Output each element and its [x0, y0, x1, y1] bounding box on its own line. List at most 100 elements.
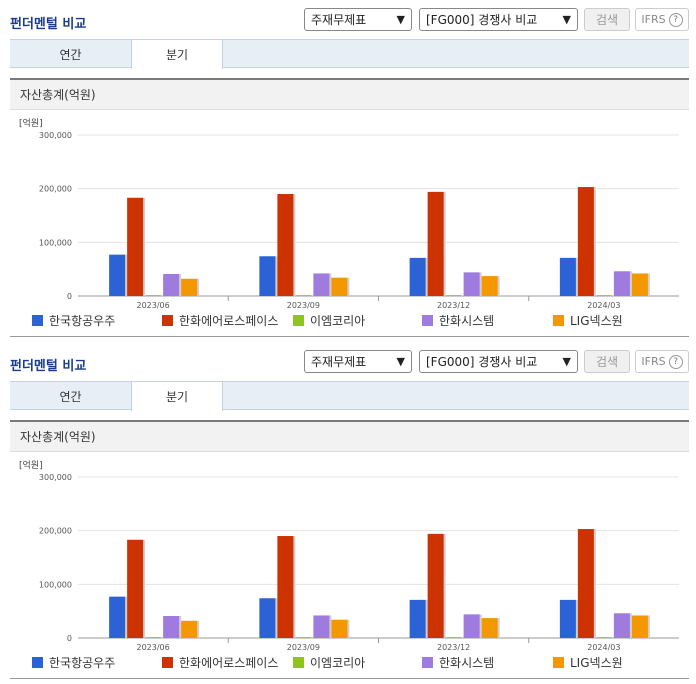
metric-header: 자산총계(억원) [10, 80, 689, 110]
tab-annual[interactable]: 연간 [59, 47, 82, 62]
x-tick-label: 2024/03 [587, 643, 620, 652]
tab-annual[interactable]: 연간 [59, 389, 82, 404]
bar[interactable] [181, 278, 198, 296]
statement-select[interactable]: 주재무제표 ▼ [304, 8, 412, 31]
bar[interactable] [595, 637, 612, 638]
peer-group-select-value: [FG000] 경쟁사 비교 [426, 13, 538, 27]
bar[interactable] [313, 273, 330, 296]
bar[interactable] [259, 598, 276, 638]
bar[interactable] [427, 191, 444, 296]
legend-item[interactable]: 한화시스템 [422, 312, 494, 329]
y-tick-label: 300,000 [39, 131, 72, 140]
y-tick-label: 0 [67, 634, 72, 643]
bar[interactable] [445, 295, 462, 296]
legend-swatch [293, 315, 304, 326]
bar[interactable] [559, 257, 576, 296]
bar[interactable] [613, 271, 630, 296]
peer-group-select[interactable]: [FG000] 경쟁사 비교 ▼ [419, 350, 578, 373]
bar[interactable] [631, 273, 648, 296]
bar[interactable] [163, 615, 180, 638]
bar[interactable] [559, 599, 576, 638]
bar-chart: [억원] 0 100,000 200,000 300,000 2023/06 2023/09… [19, 117, 679, 310]
legend-swatch [553, 315, 564, 326]
period-tabs: 연간 분기 [10, 39, 689, 69]
y-tick-label: 100,000 [39, 238, 72, 247]
bar[interactable] [145, 295, 162, 296]
divider [10, 678, 689, 679]
chart-legend: 한국항공우주 한화에어로스페이스 이엠코리아 한화시스템 LIG넥스원 [10, 312, 690, 330]
legend-item[interactable]: 한화시스템 [422, 654, 494, 671]
metric-header: 자산총계(억원) [10, 422, 689, 452]
bar[interactable] [331, 619, 348, 638]
bar[interactable] [259, 256, 276, 296]
search-button[interactable]: 검색 [584, 350, 630, 373]
legend-item[interactable]: 한화에어로스페이스 [162, 312, 278, 329]
bar[interactable] [427, 533, 444, 638]
bar[interactable] [409, 599, 426, 638]
bar[interactable] [181, 620, 198, 638]
bar[interactable] [463, 272, 480, 296]
bar[interactable] [481, 276, 498, 296]
divider [10, 78, 689, 80]
bar[interactable] [277, 536, 294, 638]
bar[interactable] [577, 529, 594, 638]
bar[interactable] [163, 273, 180, 296]
bar[interactable] [127, 197, 144, 296]
legend-label: 한국항공우주 [49, 656, 116, 670]
ifrs-help-button[interactable]: IFRS ? [635, 350, 689, 373]
legend-label: 한화시스템 [439, 314, 495, 328]
statement-select[interactable]: 주재무제표 ▼ [304, 350, 412, 373]
x-tick-label: 2024/03 [587, 301, 620, 310]
legend-label: 이엠코리아 [310, 314, 366, 328]
legend-label: 한국항공우주 [49, 314, 116, 328]
legend-item[interactable]: 한국항공우주 [32, 312, 115, 329]
chevron-down-icon: ▼ [396, 355, 405, 368]
ifrs-help-button[interactable]: IFRS ? [635, 8, 689, 31]
bar[interactable] [577, 187, 594, 296]
y-tick-label: 0 [67, 292, 72, 301]
chevron-down-icon: ▼ [396, 13, 405, 26]
ifrs-label: IFRS [641, 355, 666, 368]
bar[interactable] [331, 277, 348, 296]
tab-quarterly[interactable]: 분기 [131, 40, 223, 69]
legend-swatch [32, 315, 43, 326]
peer-group-select-value: [FG000] 경쟁사 비교 [426, 355, 538, 369]
bar[interactable] [463, 614, 480, 638]
y-tick-label: 200,000 [39, 527, 72, 536]
bar[interactable] [295, 295, 312, 296]
legend-swatch [422, 657, 433, 668]
bar[interactable] [445, 637, 462, 638]
tab-quarterly[interactable]: 분기 [131, 382, 223, 411]
bar[interactable] [277, 194, 294, 296]
y-tick-label: 100,000 [39, 580, 72, 589]
legend-item[interactable]: LIG넥스원 [553, 654, 623, 671]
bar[interactable] [127, 539, 144, 638]
peer-group-select[interactable]: [FG000] 경쟁사 비교 ▼ [419, 8, 578, 31]
legend-item[interactable]: 한화에어로스페이스 [162, 654, 278, 671]
chart-legend: 한국항공우주 한화에어로스페이스 이엠코리아 한화시스템 LIG넥스원 [10, 654, 690, 672]
bar[interactable] [595, 295, 612, 296]
bar[interactable] [313, 615, 330, 638]
bar[interactable] [409, 257, 426, 296]
unit-label: [억원] [19, 117, 43, 129]
legend-item[interactable]: LIG넥스원 [553, 312, 623, 329]
legend-swatch [553, 657, 564, 668]
bar-chart: [억원] 0 100,000 200,000 300,000 2023/06 2023/09… [19, 459, 679, 652]
bar[interactable] [109, 596, 126, 638]
legend-item[interactable]: 이엠코리아 [293, 654, 365, 671]
bar[interactable] [631, 615, 648, 638]
bar[interactable] [613, 613, 630, 638]
search-button[interactable]: 검색 [584, 8, 630, 31]
x-tick-label: 2023/06 [137, 643, 170, 652]
legend-item[interactable]: 이엠코리아 [293, 312, 365, 329]
legend-item[interactable]: 한국항공우주 [32, 654, 115, 671]
page-title: 펀더멘털 비교 [10, 17, 87, 32]
bar[interactable] [295, 637, 312, 638]
bar[interactable] [145, 637, 162, 638]
bar[interactable] [109, 254, 126, 296]
y-tick-label: 200,000 [39, 185, 72, 194]
legend-label: LIG넥스원 [570, 656, 623, 670]
fundamental-section-1: 펀더멘털 비교 주재무제표 ▼ [FG000] 경쟁사 비교 ▼ 검색 IFRS… [10, 8, 690, 337]
bar[interactable] [481, 618, 498, 638]
legend-swatch [162, 315, 173, 326]
